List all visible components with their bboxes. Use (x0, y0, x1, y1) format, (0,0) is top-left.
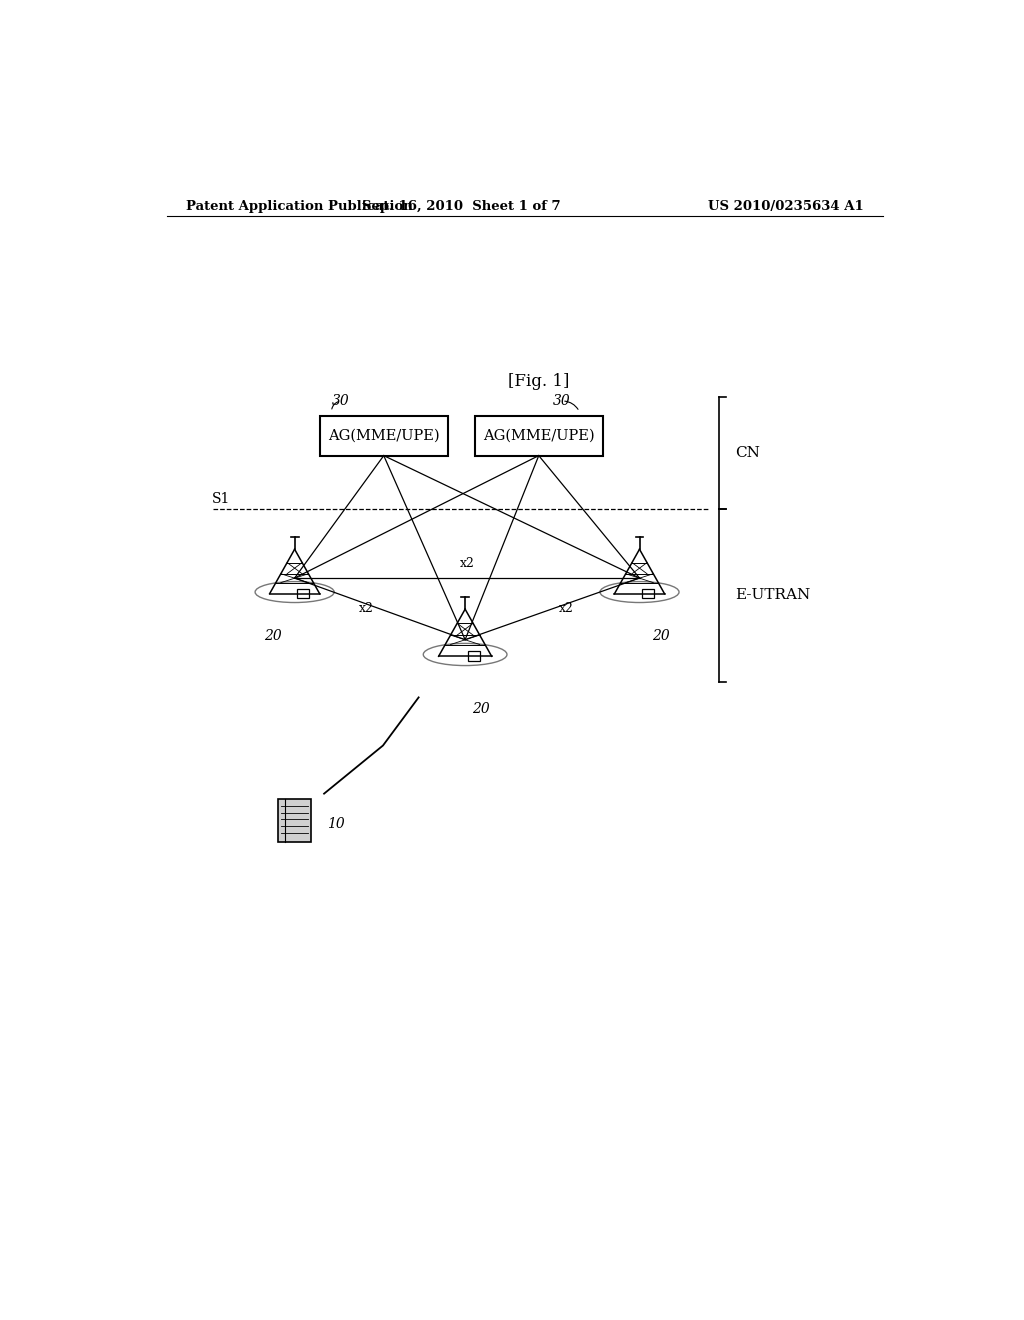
Text: 20: 20 (472, 702, 489, 715)
Text: E-UTRAN: E-UTRAN (735, 589, 811, 602)
Text: x2: x2 (559, 602, 573, 615)
Text: 30: 30 (332, 393, 350, 408)
Text: AG(MME/UPE): AG(MME/UPE) (483, 429, 595, 442)
Text: 20: 20 (264, 628, 282, 643)
Bar (279, 800, 311, 842)
Text: x2: x2 (460, 557, 474, 570)
Bar (642, 589, 654, 598)
Text: 20: 20 (652, 628, 670, 643)
Text: 30: 30 (553, 393, 570, 408)
Text: AG(MME/UPE): AG(MME/UPE) (328, 429, 439, 442)
Text: CN: CN (735, 446, 761, 459)
Text: x2: x2 (358, 602, 374, 615)
Text: S1: S1 (212, 491, 230, 506)
Text: 10: 10 (328, 817, 345, 832)
Text: Sep. 16, 2010  Sheet 1 of 7: Sep. 16, 2010 Sheet 1 of 7 (361, 199, 560, 213)
Text: [Fig. 1]: [Fig. 1] (508, 374, 569, 391)
Text: Patent Application Publication: Patent Application Publication (186, 199, 413, 213)
Bar (475, 416, 603, 455)
Bar (297, 589, 309, 598)
Text: US 2010/0235634 A1: US 2010/0235634 A1 (709, 199, 864, 213)
Bar (319, 416, 447, 455)
Bar (468, 652, 480, 661)
